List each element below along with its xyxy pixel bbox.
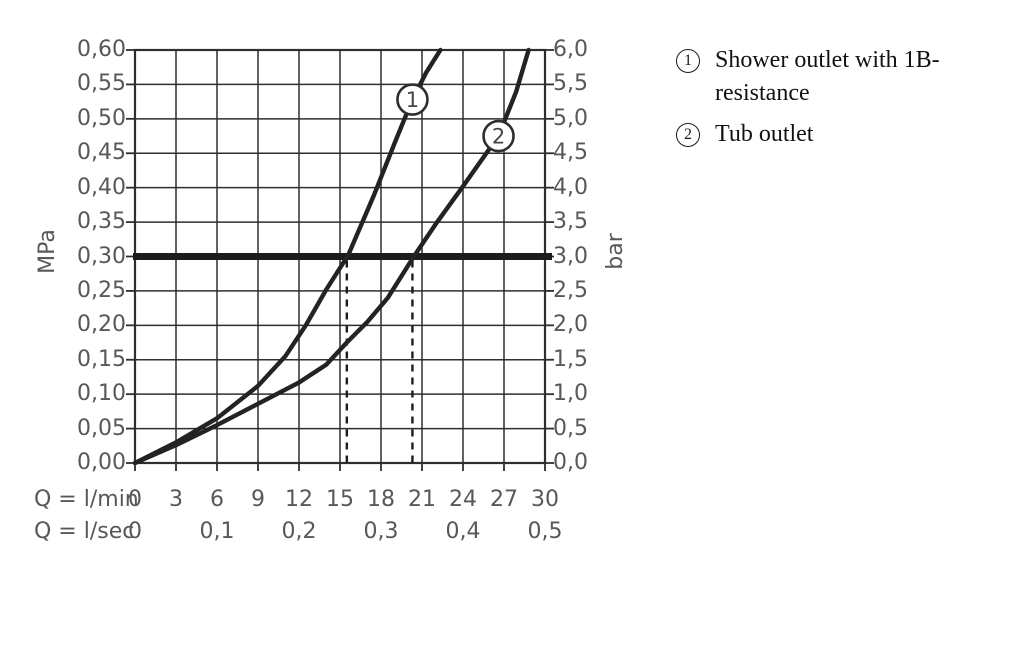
y-left-tick-0,20: 0,20 — [77, 312, 126, 338]
chart-legend: 1 Shower outlet with 1B-resistance 2 Tub… — [676, 44, 1006, 151]
x-lmin-tick-6: 6 — [210, 487, 224, 512]
x-lmin-tick-0: 0 — [128, 487, 142, 512]
y-left-tick-0,35: 0,35 — [77, 209, 126, 235]
svg-text:1: 1 — [406, 88, 419, 112]
x-lsec-tick-0: 0 — [128, 519, 142, 544]
y-left-tick-0,30: 0,30 — [77, 243, 126, 269]
x-lmin-tick-9: 9 — [251, 487, 265, 512]
x-lsec-tick-0,5: 0,5 — [527, 519, 563, 544]
y-right-tick-2,5: 2,5 — [553, 277, 588, 303]
y-axis-right-unit-label: bar — [602, 233, 628, 270]
y-left-tick-0,00: 0,00 — [77, 450, 126, 475]
y-left-tick-0,50: 0,50 — [77, 105, 126, 131]
y-right-tick-0,0: 0,0 — [553, 450, 588, 475]
x-lmin-tick-24: 24 — [449, 487, 477, 512]
y-right-tick-1,0: 1,0 — [553, 381, 588, 407]
y-right-tick-2,0: 2,0 — [553, 312, 588, 338]
y-right-tick-5,0: 5,0 — [553, 105, 588, 131]
y-right-tick-5,5: 5,5 — [553, 71, 588, 97]
curve-1-badge: 1 — [396, 83, 429, 116]
y-left-tick-0,25: 0,25 — [77, 277, 126, 303]
y-right-tick-4,5: 4,5 — [553, 140, 588, 166]
y-right-tick-0,5: 0,5 — [553, 415, 588, 441]
x-lsec-tick-0,2: 0,2 — [281, 519, 317, 544]
x-lsec-tick-0,1: 0,1 — [199, 519, 235, 544]
y-left-tick-0,40: 0,40 — [77, 174, 126, 200]
x-axis-lmin-unit-label: Q = l/min — [34, 487, 139, 512]
x-lmin-tick-3: 3 — [169, 487, 183, 512]
x-axis-lsec-unit-label: Q = l/sec — [34, 519, 135, 544]
x-lmin-tick-15: 15 — [326, 487, 354, 512]
y-left-tick-0,15: 0,15 — [77, 346, 126, 372]
y-left-tick-0,55: 0,55 — [77, 71, 126, 97]
x-lmin-tick-27: 27 — [490, 487, 518, 512]
y-left-tick-0,05: 0,05 — [77, 415, 126, 441]
y-left-tick-0,60: 0,60 — [77, 37, 126, 62]
legend-item-tub: 2 Tub outlet — [676, 118, 1006, 151]
y-right-tick-6,0: 6,0 — [553, 37, 588, 62]
y-left-tick-0,10: 0,10 — [77, 381, 126, 407]
x-lsec-tick-0,3: 0,3 — [363, 519, 399, 544]
legend-label-shower: Shower outlet with 1B-resistance — [715, 47, 940, 106]
curve-2-badge: 2 — [482, 119, 515, 153]
legend-badge-2-icon: 2 — [676, 123, 700, 147]
legend-badge-1-icon: 1 — [676, 49, 700, 73]
svg-text:2: 2 — [492, 125, 505, 149]
x-lmin-tick-18: 18 — [367, 487, 395, 512]
y-left-tick-0,45: 0,45 — [77, 140, 126, 166]
curve-2 — [132, 47, 531, 466]
y-right-tick-4,0: 4,0 — [553, 174, 588, 200]
y-right-tick-3,5: 3,5 — [553, 209, 588, 235]
x-lsec-tick-0,4: 0,4 — [445, 519, 481, 544]
x-lmin-tick-12: 12 — [285, 487, 313, 512]
x-lmin-tick-30: 30 — [531, 487, 559, 512]
y-right-tick-1,5: 1,5 — [553, 346, 588, 372]
x-lmin-tick-21: 21 — [408, 487, 436, 512]
legend-item-shower: 1 Shower outlet with 1B-resistance — [676, 44, 1006, 110]
y-right-tick-3,0: 3,0 — [553, 243, 588, 269]
legend-label-tub: Tub outlet — [715, 121, 814, 147]
